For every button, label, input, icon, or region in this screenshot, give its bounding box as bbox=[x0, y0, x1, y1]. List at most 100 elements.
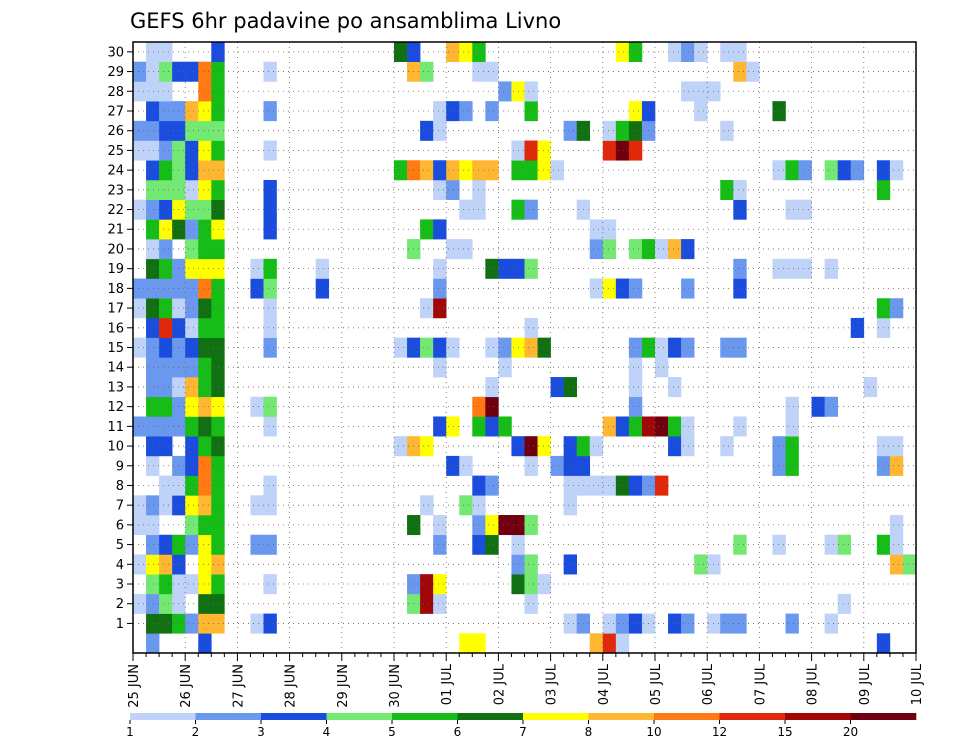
heat-cell bbox=[889, 534, 904, 555]
heat-cell bbox=[198, 475, 212, 496]
x-tick-label: 25 JUN bbox=[127, 664, 142, 708]
heat-cell bbox=[733, 534, 747, 555]
y-tick-label: 24 bbox=[107, 164, 124, 179]
heat-cell bbox=[876, 633, 891, 654]
y-tick-label: 10 bbox=[107, 440, 124, 455]
heat-cell bbox=[589, 239, 604, 260]
y-tick-label: 22 bbox=[107, 203, 124, 218]
heat-cell bbox=[681, 239, 695, 260]
heat-cell bbox=[198, 436, 212, 457]
colorbar-swatch bbox=[457, 713, 524, 720]
colorbar-label: 8 bbox=[585, 725, 593, 739]
heat-cell bbox=[863, 377, 878, 398]
heat-cell bbox=[628, 101, 643, 122]
colorbar-swatch bbox=[130, 713, 196, 720]
heat-cell bbox=[602, 475, 617, 496]
heat-cell bbox=[250, 396, 264, 417]
heat-cell bbox=[524, 140, 538, 161]
heat-cell bbox=[185, 357, 199, 378]
heat-cell bbox=[785, 258, 799, 279]
heat-cell bbox=[433, 160, 447, 181]
heat-cell bbox=[433, 574, 447, 595]
heat-cell bbox=[850, 160, 865, 181]
heat-cell bbox=[902, 554, 917, 575]
heat-cell bbox=[185, 239, 199, 260]
heat-cell bbox=[159, 120, 173, 141]
heat-cell bbox=[733, 416, 747, 437]
heat-cell bbox=[159, 81, 173, 102]
heat-cell bbox=[824, 613, 838, 634]
colorbar-label: 2 bbox=[192, 725, 200, 739]
heat-cell bbox=[628, 396, 643, 417]
y-tick-label: 12 bbox=[107, 400, 124, 415]
heat-cell bbox=[420, 120, 434, 141]
heat-cell bbox=[198, 455, 212, 476]
heat-cell bbox=[615, 42, 630, 63]
heat-cell bbox=[315, 278, 330, 299]
heat-cell bbox=[537, 574, 551, 595]
heat-cell bbox=[198, 515, 212, 536]
heat-cell bbox=[615, 475, 630, 496]
heat-cell bbox=[433, 593, 447, 614]
heat-cell bbox=[198, 396, 212, 417]
heat-cell bbox=[159, 357, 173, 378]
x-axis: 25 JUN 26 JUN 27 JUN 28 JUN 29 JUN 30 JUN 01 J… bbox=[127, 653, 925, 708]
heat-cell bbox=[159, 101, 173, 122]
heat-cell bbox=[211, 140, 225, 161]
heat-cell bbox=[668, 377, 682, 398]
heat-cell bbox=[159, 593, 173, 614]
heat-cell bbox=[133, 337, 147, 358]
heat-cell bbox=[185, 120, 199, 141]
heat-cell bbox=[263, 61, 277, 82]
heat-cell bbox=[785, 160, 799, 181]
y-tick-label: 28 bbox=[107, 85, 124, 100]
heat-cell bbox=[198, 416, 212, 437]
heat-cell bbox=[628, 278, 643, 299]
heat-cell bbox=[615, 140, 630, 161]
heat-cell bbox=[263, 613, 277, 634]
heat-cell bbox=[211, 278, 225, 299]
heat-cell bbox=[628, 120, 643, 141]
heat-cell bbox=[537, 160, 551, 181]
heat-cell bbox=[146, 436, 160, 457]
heat-cell bbox=[185, 613, 199, 634]
heat-cell bbox=[433, 337, 447, 358]
heat-cell bbox=[785, 396, 799, 417]
heat-cell bbox=[394, 337, 408, 358]
heat-cell bbox=[824, 534, 838, 555]
heat-cell bbox=[524, 199, 538, 220]
heat-cell bbox=[459, 455, 473, 476]
heat-cell bbox=[133, 278, 147, 299]
heat-cell bbox=[146, 239, 160, 260]
heat-cell bbox=[628, 42, 643, 63]
y-tick-label: 30 bbox=[107, 45, 124, 60]
heat-cell bbox=[733, 199, 747, 220]
heat-cell bbox=[524, 593, 538, 614]
heat-cell bbox=[785, 416, 799, 437]
heat-cell bbox=[198, 298, 212, 319]
heat-cell bbox=[733, 613, 747, 634]
heat-cell bbox=[198, 258, 212, 279]
heat-cell bbox=[211, 396, 225, 417]
heat-cell bbox=[159, 140, 173, 161]
heat-cell bbox=[668, 42, 682, 63]
heat-cell bbox=[563, 475, 577, 496]
colorbar-label: 7 bbox=[519, 725, 527, 739]
heat-cell bbox=[263, 574, 277, 595]
heat-cell bbox=[198, 199, 212, 220]
heat-cell bbox=[694, 81, 708, 102]
heat-cell bbox=[198, 613, 212, 634]
heat-cell bbox=[837, 160, 852, 181]
heat-cell bbox=[250, 278, 264, 299]
heat-cell bbox=[159, 475, 173, 496]
x-tick-label: 01 JUL bbox=[440, 663, 455, 705]
heat-cell bbox=[498, 515, 512, 536]
heat-cell bbox=[146, 613, 160, 634]
heat-cell bbox=[837, 534, 852, 555]
heat-cell bbox=[146, 396, 160, 417]
heat-cell bbox=[785, 613, 799, 634]
heat-cell bbox=[159, 554, 173, 575]
heat-cell bbox=[185, 416, 199, 437]
heat-cell bbox=[485, 61, 499, 82]
